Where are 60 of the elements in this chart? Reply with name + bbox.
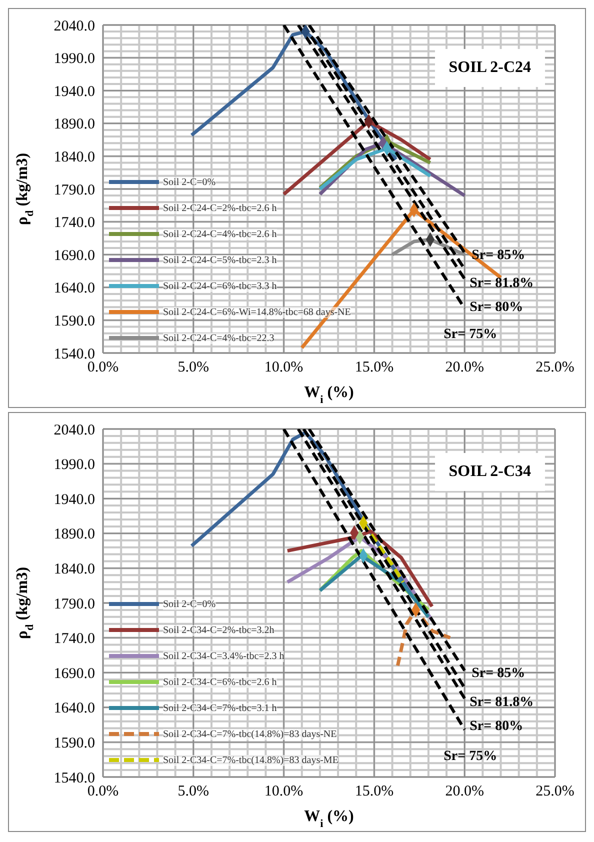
x-tick-label: 10.0% [264, 784, 304, 800]
legend-label: Soil 2-C34-C=7%-tbc=3.1 h [163, 702, 277, 714]
annotation: Sr= 85% [472, 666, 526, 682]
annotation: Sr= 85% [472, 248, 526, 264]
x-tick-label: 0.0% [87, 784, 119, 800]
y-tick-label: 1540.0 [54, 770, 95, 786]
y-tick-label: 1990.0 [54, 457, 95, 474]
x-tick-label: 15.0% [354, 360, 394, 376]
annotation: Sr= 80% [470, 300, 524, 316]
legend-label: Soil 2-C34-C=7%-tbc(14.8%)=83 days-NE [163, 728, 337, 740]
x-tick-label: 25.0% [536, 784, 574, 800]
y-tick-label: 1740.0 [54, 215, 95, 232]
x-tick-label: 25.0% [536, 360, 574, 376]
text: SOIL 2-C34 [434, 453, 545, 491]
y-tick-label: 1590.0 [54, 736, 95, 752]
y-tick-label: 1890.0 [54, 526, 95, 543]
y-tick-label: 1990.0 [54, 51, 95, 68]
annotation: Sr= 81.8% [470, 694, 534, 711]
legend-label: Soil 2-C34-C=2%-tbc=3.2h [163, 624, 274, 636]
annotation: Sr= 75% [444, 327, 498, 344]
y-tick-label: 2040.0 [54, 18, 95, 34]
legend-label: Soil 2-C24-C=2%-tbc=2.6 h [163, 202, 277, 214]
x-axis-title: W$_{i}$ (%) [304, 808, 354, 830]
y-tick-label: 1640.0 [54, 700, 95, 717]
legend-label: Soil 2-C=0% [163, 176, 216, 188]
legend-label: Soil 2-C34-C=7%-tbc(14.8%)=83 days-ME [163, 754, 338, 766]
y-tick-label: 1840.0 [54, 562, 95, 578]
legend-label: Soil 2-C34-C=3.4%-tbc=2.3 h [163, 650, 284, 662]
y-tick-label: 1890.0 [54, 116, 95, 133]
y-tick-label: 1690.0 [54, 248, 95, 264]
y-tick-label: 1940.0 [54, 84, 95, 100]
x-tick-label: 5.0% [178, 784, 210, 800]
legend-label: Soil 2-C24-C=4%-tbc=2.6 h [163, 228, 277, 240]
x-tick-label: 10.0% [264, 360, 304, 376]
x-tick-label: 20.0% [445, 784, 484, 800]
x-tick-label: 5.0% [178, 360, 210, 376]
y-tick-label: 2040.0 [54, 422, 95, 438]
y-tick-label: 1590.0 [54, 314, 95, 330]
y-tick-label: 1790.0 [54, 182, 95, 198]
y-tick-label: 1540.0 [54, 346, 95, 362]
y-tick-label: 1740.0 [54, 631, 95, 648]
y-tick-label: 1690.0 [54, 666, 95, 682]
legend-label: Soil 2-C24-C=6%-tbc=3.3 h [163, 280, 277, 292]
annotation: Sr= 81.8% [470, 276, 534, 292]
legend-label: Soil 2-C34-C=6%-tbc=2.6 h [163, 676, 277, 688]
annotation: Sr= 75% [444, 748, 498, 765]
x-tick-label: 0.0% [87, 360, 119, 376]
legend-label: Soil 2-C24-C=4%-tbc=22.3 [163, 332, 274, 344]
annotation: Sr= 80% [470, 719, 524, 736]
x-tick-label: 20.0% [445, 360, 484, 376]
legend-label: Soil 2-C24-C=6%-Wi=14.8%-tbc=68 days-NE [163, 306, 351, 318]
y-tick-label: 1940.0 [54, 492, 95, 508]
text: SOIL 2-C24 [434, 49, 545, 87]
legend-label: Soil 2-C=0% [163, 598, 216, 610]
y-tick-label: 1640.0 [54, 280, 95, 297]
y-tick-label: 1790.0 [54, 596, 95, 612]
x-tick-label: 15.0% [354, 784, 394, 800]
y-tick-label: 1840.0 [54, 150, 95, 166]
x-axis-title: W$_{i}$ (%) [304, 384, 354, 406]
legend-label: Soil 2-C24-C=5%-tbc=2.3 h [163, 254, 277, 266]
